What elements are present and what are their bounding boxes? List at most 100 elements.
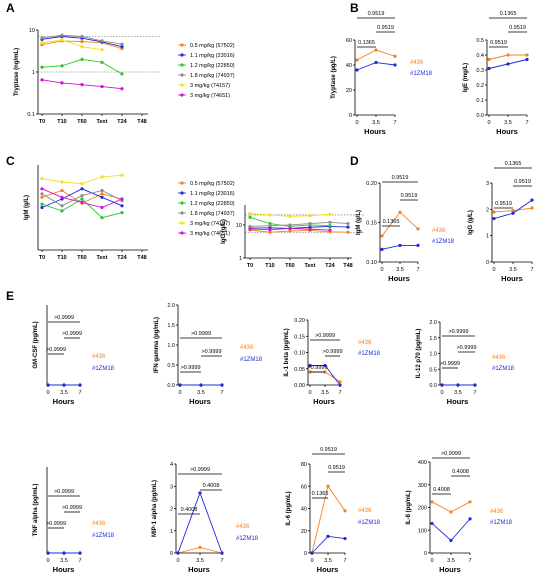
y-tick-label-e7: 20 [301, 529, 307, 535]
data-point-c1 [80, 194, 84, 198]
x-tick-label-e4: 0 [440, 390, 443, 396]
data-point-c2 [268, 224, 272, 228]
data-point-e7 [310, 551, 314, 555]
p-value-label-b1: 0.9519 [377, 25, 394, 31]
data-point-c2 [308, 227, 312, 231]
p-value-label-e1: >0.9999 [54, 315, 74, 321]
x-tick-label-c1: T24 [117, 255, 127, 261]
data-point-e3 [323, 363, 327, 368]
p-value-label-e5: >0.9999 [54, 489, 74, 495]
data-point-c1 [40, 187, 44, 191]
panel-label-A: A [6, 1, 15, 15]
data-point-b1 [374, 60, 378, 65]
y-tick-label-a: 10 [29, 28, 35, 34]
x-tick-label-e2: 3.5 [197, 390, 205, 396]
p-value-label-d1: 0.9519 [401, 193, 418, 199]
p-value-label-b1: 0.1365 [358, 40, 375, 46]
x-axis-label-b1: Hours [364, 127, 386, 136]
y-tick-label-d2: 3 [486, 181, 489, 187]
y-tick-label-a: 0.1 [27, 112, 35, 118]
legend-label-e6: #436 [236, 524, 250, 530]
data-point-c2 [248, 211, 252, 216]
legend-label-a: 0.5 mg/kg (57502) [190, 43, 235, 49]
data-point-e1 [46, 383, 50, 387]
legend-marker-a [180, 93, 184, 97]
y-axis-label-e4: IL-12 p70 (pg/mL) [416, 329, 422, 379]
p-value-label-e4: >0.9999 [448, 329, 468, 335]
x-tick-label-d1: 7 [416, 267, 419, 273]
x-tick-label-b1: 7 [393, 120, 396, 126]
data-point-d1 [398, 243, 402, 248]
x-tick-label-e5: 3.5 [60, 558, 68, 564]
data-point-e7 [343, 509, 347, 513]
x-axis-label-e6: Hours [188, 565, 210, 574]
y-tick-label-b1: 40 [346, 63, 352, 69]
legend-marker-c1 [180, 221, 184, 225]
y-tick-label-b2: 0.3 [476, 68, 484, 74]
legend-label-c1: 1.8 mg/kg (74937) [190, 211, 235, 217]
data-point-e4 [440, 383, 444, 387]
legend-label-a: 1.1 mg/kg (23016) [190, 53, 235, 59]
x-tick-label-c2: T24 [325, 263, 335, 269]
x-tick-label-e6: 3.5 [196, 558, 204, 564]
legend-marker-a [180, 83, 184, 87]
p-value-label-e3: >0.9999 [315, 333, 335, 339]
data-point-a [120, 42, 124, 46]
data-point-a [60, 33, 64, 37]
p-value-label-e7: 0.9519 [320, 447, 337, 453]
y-tick-label-e8: 300 [418, 483, 427, 489]
legend-label-c1: 1.2 mg/kg (22850) [190, 201, 235, 207]
p-value-label-d1: 0.9519 [392, 175, 409, 181]
data-point-e8 [468, 517, 472, 521]
data-point-c2 [268, 228, 272, 232]
p-value-label-e2: >0.9999 [201, 349, 221, 355]
data-point-d1 [416, 227, 420, 231]
y-tick-label-b2: 0.2 [476, 83, 484, 89]
x-tick-label-a: T48 [137, 119, 146, 125]
legend-label-b1: #1ZM18 [410, 71, 433, 77]
legend-label-e5: #1ZM18 [92, 533, 115, 539]
legend-label-e1: #436 [92, 354, 106, 360]
p-value-label-e4: >0.9999 [440, 361, 460, 367]
p-value-label-e4: >0.9999 [456, 345, 476, 351]
x-tick-label-e6: 0 [176, 558, 179, 564]
data-point-d2 [492, 216, 496, 221]
x-tick-label-e6: 7 [220, 558, 223, 564]
x-tick-label-a: T24 [117, 119, 127, 125]
data-point-e2 [220, 383, 224, 387]
x-tick-label-c2: T60 [285, 263, 294, 269]
p-value-label-e8: 0.4008 [433, 487, 450, 493]
data-point-a [40, 36, 44, 40]
data-point-e8 [449, 538, 453, 543]
y-tick-label-b1: 20 [346, 88, 352, 94]
data-point-a [120, 45, 124, 49]
y-axis-label-d2: IgG (g/L) [468, 210, 474, 235]
x-axis-label-d1: Hours [388, 274, 410, 283]
data-point-d1 [380, 234, 384, 238]
legend-marker-c1 [180, 191, 184, 195]
p-value-label-d2: 0.1365 [505, 161, 522, 167]
legend-label-d1: #1ZM18 [432, 239, 455, 245]
series-line-e7-1 [311, 535, 346, 554]
x-tick-label-b2: 3.5 [504, 120, 512, 126]
p-value-label-b1: 0.9519 [368, 11, 385, 17]
data-point-c1 [80, 197, 84, 201]
data-point-e1 [78, 383, 82, 387]
data-point-a [80, 39, 84, 44]
y-tick-label-d2: 1 [486, 234, 489, 240]
data-point-e6 [198, 545, 202, 550]
p-value-label-e8: 0.4008 [452, 469, 469, 475]
x-tick-label-e8: 0 [430, 558, 433, 564]
legend-label-e3: #436 [358, 340, 372, 346]
legend-label-c1: 0.5 mg/kg (57502) [190, 181, 235, 187]
x-tick-label-e8: 3.5 [447, 558, 455, 564]
data-point-e6 [220, 551, 224, 555]
y-tick-label-c2: 1 [239, 256, 242, 262]
data-point-b1 [355, 58, 359, 62]
x-tick-label-e5: 0 [46, 558, 49, 564]
data-point-c1 [40, 205, 44, 210]
y-tick-label-e2: 1.5 [167, 323, 175, 329]
data-point-c1 [60, 209, 64, 213]
y-tick-label-b2: 0.4 [476, 53, 484, 59]
data-point-c1 [60, 204, 64, 208]
